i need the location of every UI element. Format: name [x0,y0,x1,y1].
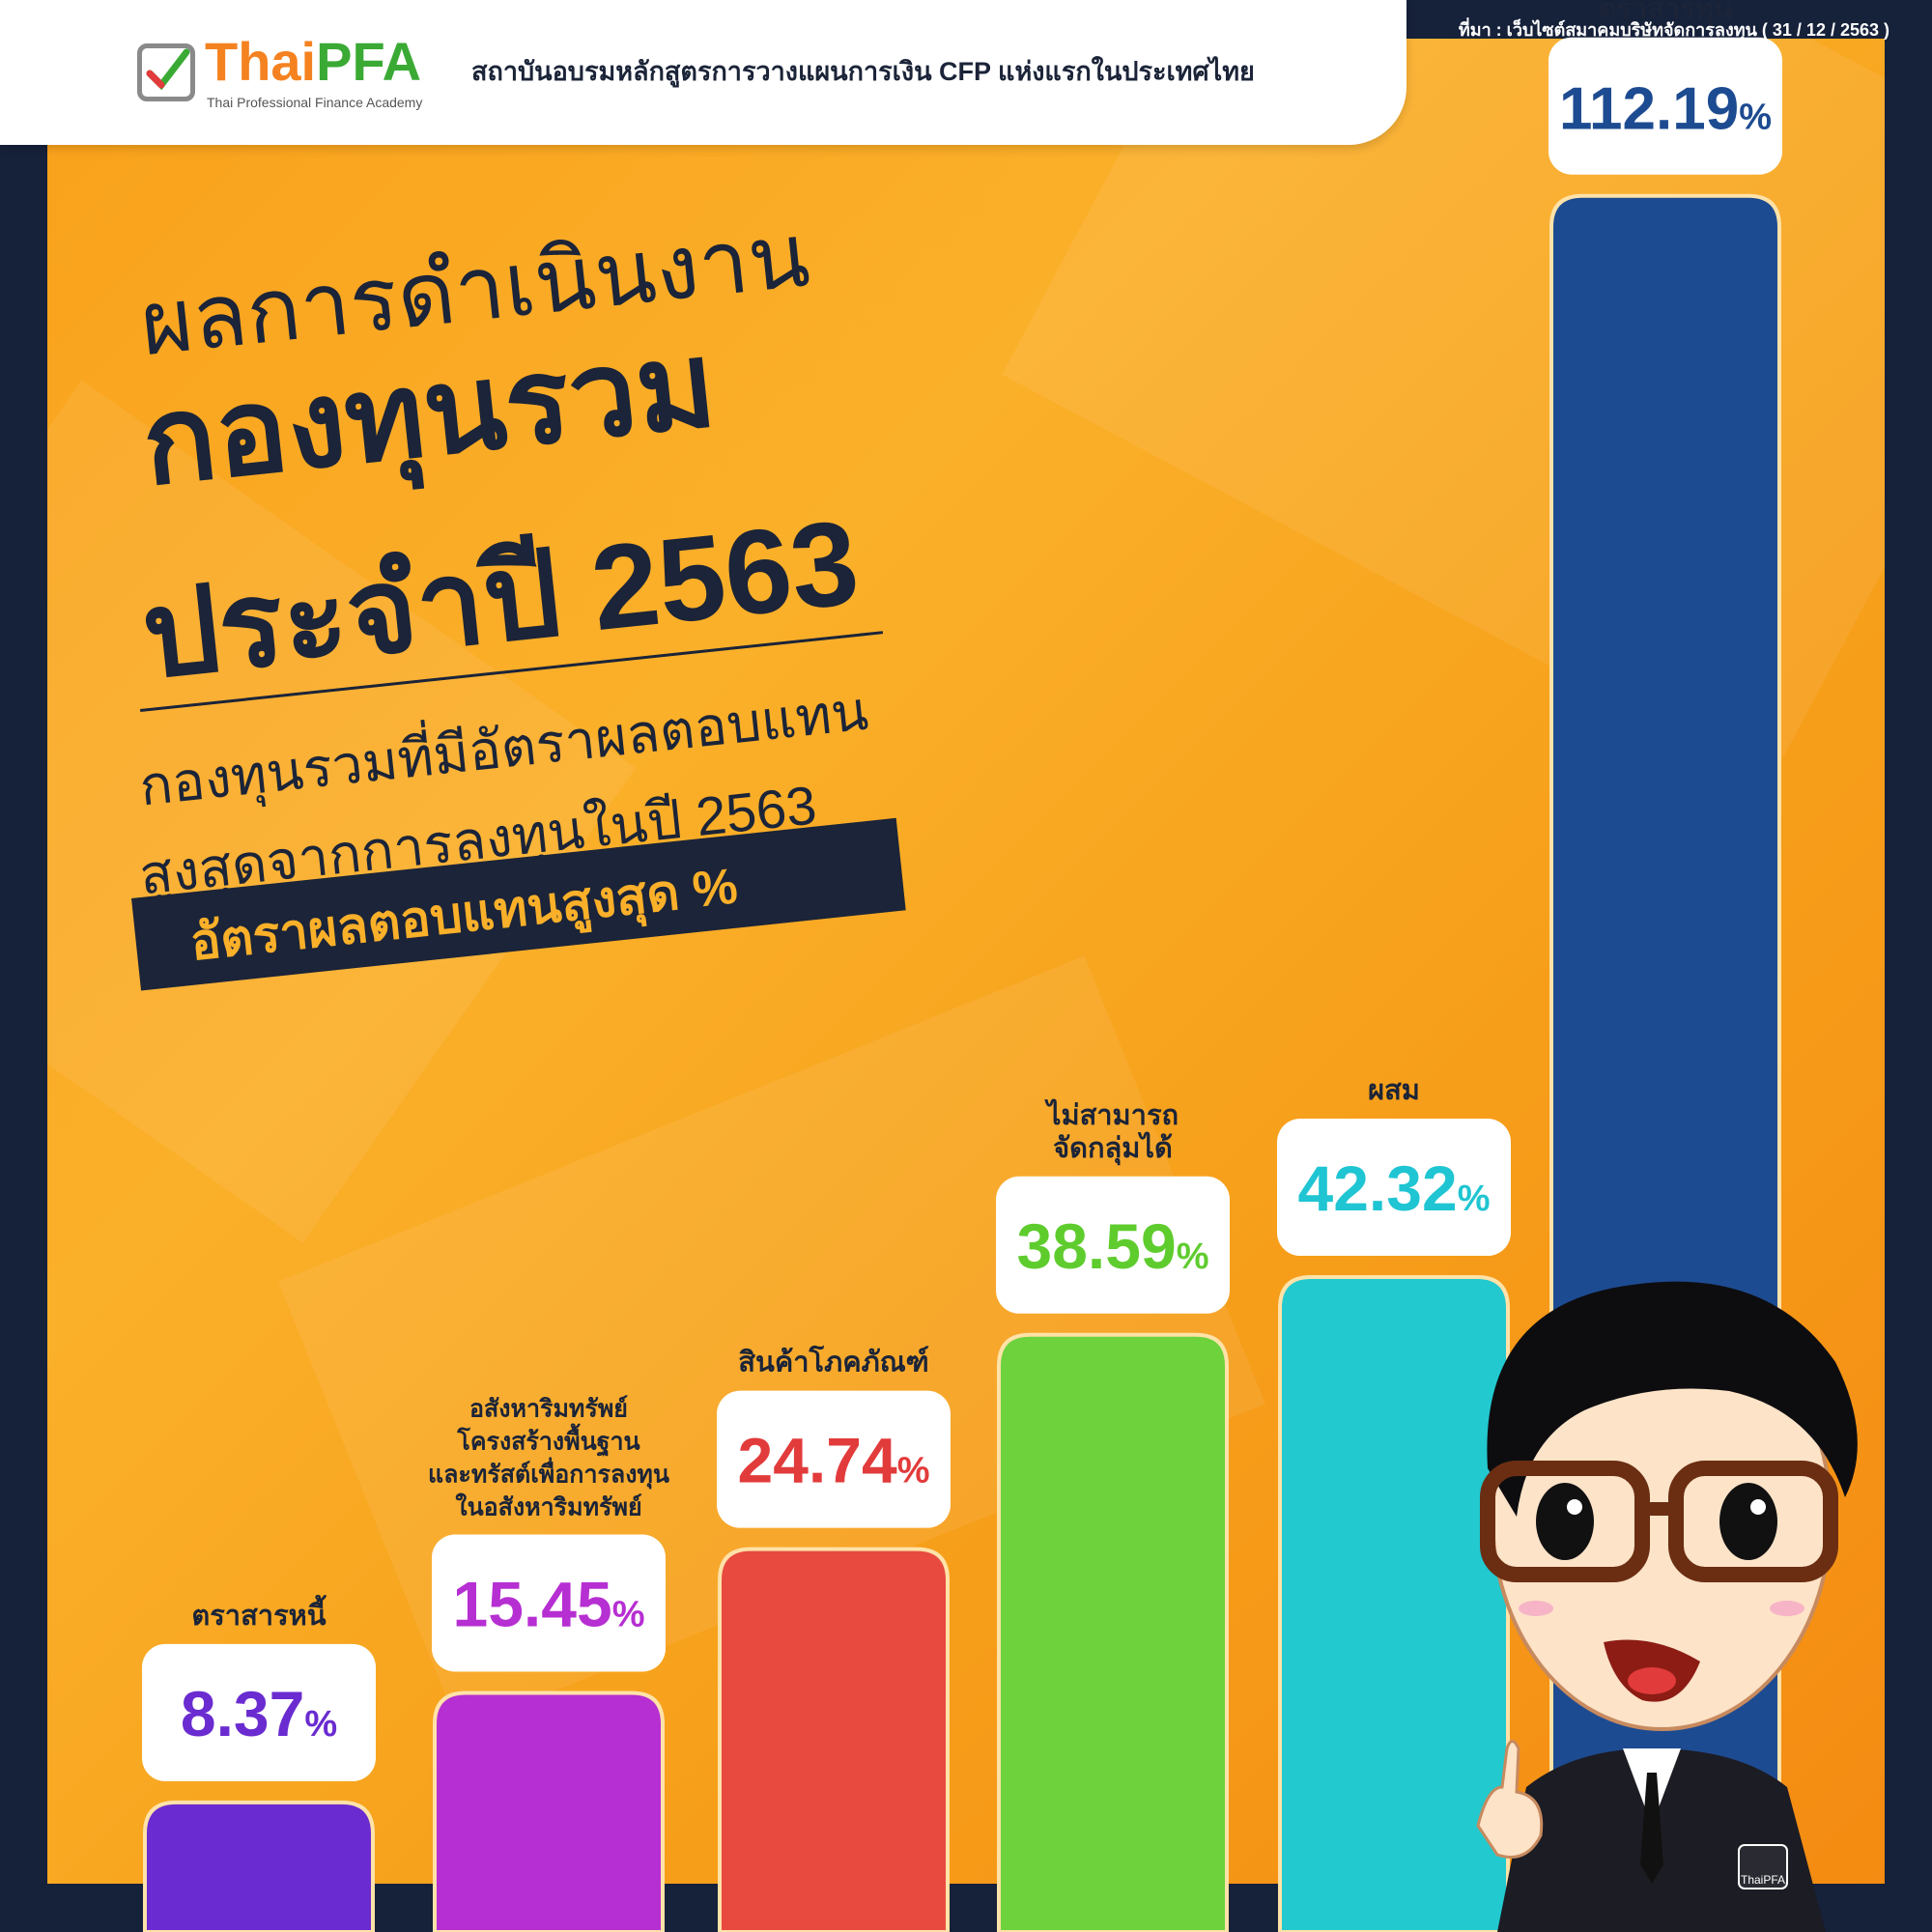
value-box-5 [1277,1119,1511,1257]
header-title: สถาบันอบรมหลักสูตรการวางแผนการเงิน CFP แ… [471,57,1255,86]
value-box-2 [432,1534,666,1672]
value-label-4: 38.59% [1017,1210,1209,1282]
category-label-2: ในอสังหาริมทรัพย์ [455,1492,641,1520]
category-label-4: ไม่สามารถ [1044,1098,1179,1131]
value-box-4 [996,1176,1230,1314]
bar-4 [997,1332,1229,1932]
category-label-5: ผสม [1368,1075,1420,1106]
value-box-1 [142,1643,376,1781]
value-label-6: 112.19% [1559,76,1772,143]
bar-5 [1278,1275,1510,1932]
category-label-2: อสังหาริมทรัพย์ [469,1394,628,1422]
mascot-illustration: ThaiPFA [1476,1281,1858,1932]
category-label-2: และทรัสต์เพื่อการลงทุน [428,1457,669,1490]
value-box-6 [1548,37,1782,175]
bar-3 [718,1547,950,1932]
logo-tagline: Thai Professional Finance Academy [207,95,423,110]
mascot-badge: ThaiPFA [1741,1873,1785,1887]
category-label-1: ตราสารหนี้ [191,1594,327,1632]
bar-2 [433,1690,665,1932]
category-label-2: โครงสร้างพื้นฐาน [456,1422,639,1457]
value-box-3 [717,1390,951,1528]
category-label-6: ตราสารทุน [1598,0,1732,26]
header-bar: ThaiPFA Thai Professional Finance Academ… [0,0,1406,145]
category-label-4: จัดกลุ่มได้ [1053,1131,1173,1165]
checkbox-logo-icon [137,43,195,101]
bar-1 [143,1800,375,1932]
source-note: ที่มา : เว็บไซต์สมาคมบริษัทจัดการลงทุน (… [1458,20,1889,40]
logo-wordmark: ThaiPFA [205,31,422,92]
category-label-3: สินค้าโภคภัณฑ์ [738,1345,928,1378]
